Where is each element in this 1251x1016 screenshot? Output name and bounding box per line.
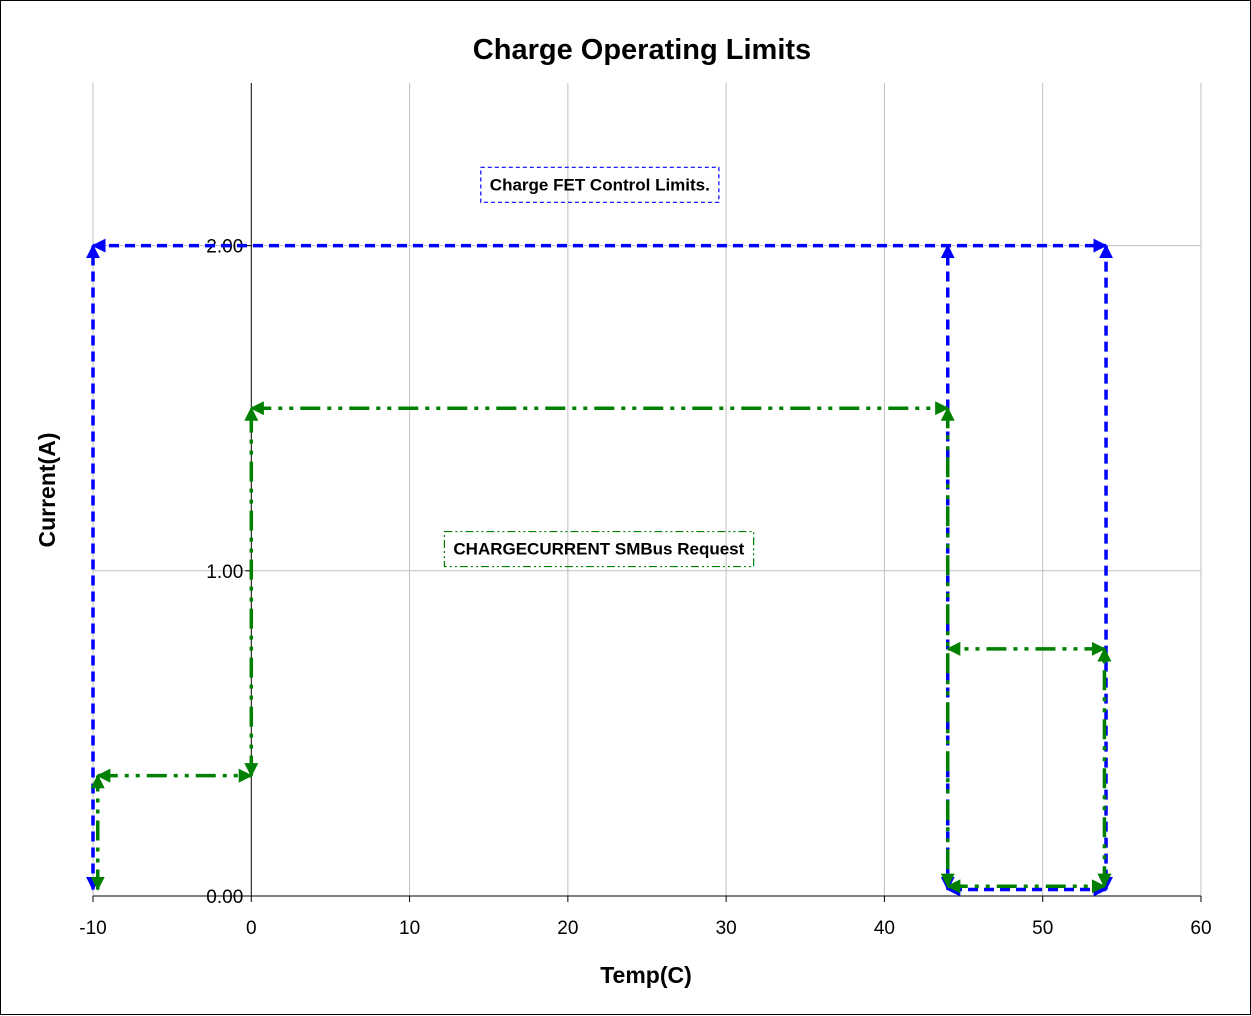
annotation-box — [480, 166, 720, 203]
x-axis-title: Temp(C) — [600, 962, 692, 988]
x-tick-label: 40 — [874, 918, 895, 939]
x-tick-label: 50 — [1032, 918, 1053, 939]
chart-title: Charge Operating Limits — [473, 34, 811, 66]
annotation-1: Charge FET Control Limits. — [480, 166, 720, 203]
x-tick-label: -10 — [79, 918, 106, 939]
x-tick-label: 20 — [557, 918, 578, 939]
x-tick-label: 10 — [399, 918, 420, 939]
annotation-text: Charge FET Control Limits. — [490, 175, 710, 194]
x-tick-label: 60 — [1190, 918, 1211, 939]
y-tick-label: 0.00 — [206, 887, 243, 908]
x-tick-label: 30 — [716, 918, 737, 939]
annotation-2: CHARGECURRENT SMBus Request — [443, 530, 755, 568]
y-axis-title: Current(A) — [34, 433, 60, 548]
y-tick-label: 1.00 — [206, 562, 243, 583]
x-tick-label: 0 — [246, 918, 257, 939]
annotation-box — [443, 530, 755, 568]
annotation-text: CHARGECURRENT SMBus Request — [453, 540, 744, 559]
